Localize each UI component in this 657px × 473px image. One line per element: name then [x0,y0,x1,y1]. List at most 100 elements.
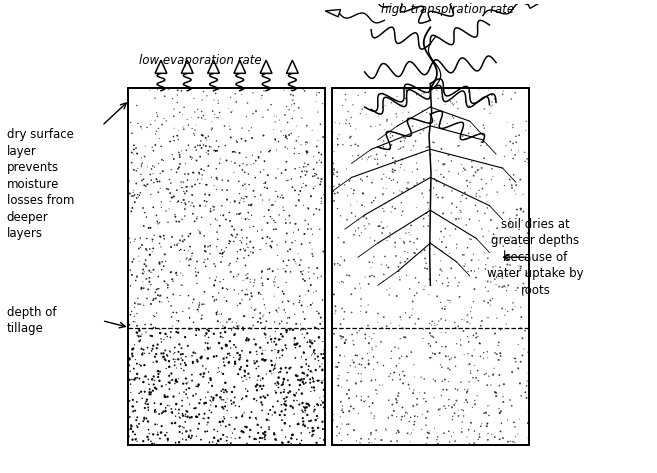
Point [172,378,183,385]
Point [388,169,398,176]
Point [302,400,312,407]
Point [279,376,289,383]
Point [157,121,168,128]
Point [229,331,239,339]
Point [306,368,316,375]
Point [507,182,517,189]
Point [145,268,156,276]
Point [408,389,419,397]
Point [149,439,160,447]
Point [286,130,296,137]
Point [242,439,252,447]
Point [237,90,247,98]
Point [183,292,194,299]
Point [486,216,496,224]
Point [286,87,297,94]
Point [306,281,316,289]
Point [229,198,240,206]
Point [170,412,181,420]
Point [429,394,440,402]
Point [514,243,525,250]
Point [430,117,440,125]
Point [227,388,237,396]
Point [159,278,170,285]
Point [283,247,293,255]
Bar [128,88,325,445]
Point [415,389,425,396]
Point [148,266,159,273]
Point [355,110,365,117]
Point [128,345,139,352]
Point [225,134,236,141]
Point [179,188,189,195]
Point [154,325,165,333]
Point [153,188,164,196]
Point [436,343,447,350]
Point [129,191,140,199]
Point [523,420,533,427]
Point [199,410,210,418]
Point [250,414,261,421]
Point [361,215,372,222]
Point [381,149,392,156]
Point [235,354,246,361]
Point [241,240,252,248]
Point [279,395,290,403]
Point [240,423,250,430]
Point [176,365,187,372]
Point [293,420,304,428]
Point [309,153,319,160]
Point [299,375,309,383]
Point [227,429,238,437]
Point [134,420,145,428]
Point [229,286,240,294]
Point [489,275,500,283]
Point [440,306,450,313]
Point [196,353,207,361]
Point [387,401,397,408]
Point [351,393,362,400]
Point [476,225,487,233]
Point [380,152,391,159]
Point [146,176,156,184]
Point [479,124,489,132]
Point [250,305,261,313]
Point [222,433,233,441]
Point [156,422,167,430]
Point [270,219,281,226]
Point [125,311,135,318]
Point [262,392,273,399]
Point [202,92,212,100]
Point [221,342,232,349]
Point [355,175,366,183]
Point [356,393,367,401]
Point [175,257,185,265]
Point [327,128,338,135]
Point [309,384,319,391]
Point [318,133,328,141]
Point [359,398,369,405]
Point [422,199,433,206]
Point [152,420,162,428]
Point [259,157,269,165]
Point [135,234,146,242]
Point [183,378,193,386]
Point [283,377,293,384]
Point [165,377,175,385]
Point [160,330,171,338]
Point [241,423,252,430]
Point [275,354,285,361]
Point [177,308,188,315]
Point [231,98,242,105]
Point [270,380,281,387]
Point [307,299,318,307]
Text: depth of
tillage: depth of tillage [7,306,56,335]
Point [151,128,162,135]
Point [256,274,267,282]
Point [263,106,273,114]
Point [145,385,155,393]
Point [203,368,214,376]
Point [211,185,221,193]
Point [432,321,442,328]
Point [142,433,152,441]
